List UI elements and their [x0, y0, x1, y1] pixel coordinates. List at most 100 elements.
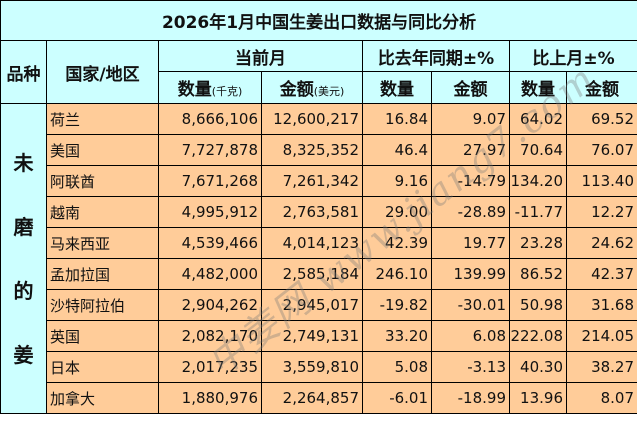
yoy-qty-cell: 5.08 — [362, 351, 432, 383]
mom-qty-cell: 134.20 — [509, 165, 567, 197]
yoy-qty-cell: 29.00 — [362, 196, 432, 228]
mom-amount-cell: 214.05 — [565, 320, 637, 352]
mom-amount-cell: 42.37 — [565, 258, 637, 290]
table-row: 加拿大 1,880,976 2,264,857 -6.01 -18.99 13.96 8.0… — [1, 382, 637, 414]
table-row: 英国 2,082,170 2,749,131 33.20 6.08 222.08 214.0… — [1, 320, 637, 352]
amount-cell: 2,945,017 — [261, 289, 363, 321]
qty-cell: 2,017,235 — [158, 351, 262, 383]
header-variety: 品种 — [0, 40, 47, 104]
yoy-amount-cell: 9.07 — [431, 103, 510, 135]
yoy-qty-cell: 246.10 — [362, 258, 432, 290]
header-qty-label: 数量 — [177, 80, 212, 100]
mom-qty-cell: 40.30 — [509, 351, 567, 383]
variety-cell: 未磨的姜 — [0, 103, 47, 414]
yoy-qty-cell: -19.82 — [362, 289, 432, 321]
header-mom-qty: 数量 — [509, 71, 567, 104]
table-row: 阿联酋 7,671,268 7,261,342 9.16 -14.79 134.20 113… — [1, 165, 637, 197]
yoy-amount-cell: -14.79 — [431, 165, 510, 197]
yoy-qty-cell: 33.20 — [362, 320, 432, 352]
table-row: 日本 2,017,235 3,559,810 5.08 -3.13 40.30 38.27 — [1, 351, 637, 383]
table-row: 沙特阿拉伯 2,904,262 2,945,017 -19.82 -30.01 50.98… — [1, 289, 637, 321]
table-row: 马来西亚 4,539,466 4,014,123 42.39 19.77 23.28 24.… — [1, 227, 637, 259]
yoy-amount-cell: 6.08 — [431, 320, 510, 352]
yoy-amount-cell: 19.77 — [431, 227, 510, 259]
mom-amount-cell: 24.62 — [565, 227, 637, 259]
amount-cell: 4,014,123 — [261, 227, 363, 259]
yoy-amount-cell: -30.01 — [431, 289, 510, 321]
header-yoy-amount: 金额 — [431, 71, 510, 104]
amount-cell: 2,264,857 — [261, 382, 363, 414]
table-row: 未磨的姜荷兰 8,666,106 12,600,217 16.84 9.07 64.02 6… — [0, 103, 637, 414]
mom-qty-cell: 70.64 — [509, 134, 567, 166]
country-cell: 沙特阿拉伯 — [46, 289, 159, 321]
country-cell: 美国 — [46, 134, 159, 166]
mom-qty-cell: 23.28 — [509, 227, 567, 259]
table-row: 孟加拉国 4,482,000 2,585,184 246.10 139.99 86.52 4… — [1, 258, 637, 290]
country-cell: 越南 — [46, 196, 159, 228]
yoy-qty-cell: 9.16 — [362, 165, 432, 197]
yoy-amount-cell: 27.97 — [431, 134, 510, 166]
yoy-qty-cell: 46.4 — [362, 134, 432, 166]
country-cell: 孟加拉国 — [46, 258, 159, 290]
yoy-amount-cell: -3.13 — [431, 351, 510, 383]
table-title: 2026年1月中国生姜出口数据与同比分析 — [0, 0, 637, 41]
qty-cell: 4,539,466 — [158, 227, 262, 259]
mom-amount-cell: 76.07 — [565, 134, 637, 166]
yoy-qty-cell: 16.84 — [362, 103, 432, 135]
header-yoy: 比去年同期±% — [362, 40, 510, 72]
yoy-amount-cell: -18.99 — [431, 382, 510, 414]
qty-cell: 8,666,106 — [158, 103, 262, 135]
qty-cell: 1,880,976 — [158, 382, 262, 414]
mom-amount-cell: 31.68 — [565, 289, 637, 321]
mom-qty-cell: 50.98 — [509, 289, 567, 321]
mom-amount-cell: 69.52 — [565, 103, 637, 135]
mom-amount-cell: 8.07 — [565, 382, 637, 414]
header-current-month: 当前月 — [158, 40, 363, 72]
country-cell: 荷兰 — [46, 103, 159, 135]
amount-cell: 12,600,217 — [261, 103, 363, 135]
country-cell: 英国 — [46, 320, 159, 352]
country-cell: 马来西亚 — [46, 227, 159, 259]
header-mom-amount: 金额 — [565, 71, 637, 104]
yoy-qty-cell: 42.39 — [362, 227, 432, 259]
qty-cell: 7,671,268 — [158, 165, 262, 197]
header-amount-label: 金额 — [279, 80, 314, 100]
variety-char: 未 — [13, 150, 34, 175]
qty-cell: 2,904,262 — [158, 289, 262, 321]
country-cell: 阿联酋 — [46, 165, 159, 197]
mom-qty-cell: 13.96 — [509, 382, 567, 414]
amount-cell: 7,261,342 — [261, 165, 363, 197]
yoy-amount-cell: 139.99 — [431, 258, 510, 290]
table-row: 越南 4,995,912 2,763,581 29.00 -28.89 -11.77 12.… — [1, 196, 637, 228]
qty-cell: 2,082,170 — [158, 320, 262, 352]
variety-char: 姜 — [13, 342, 34, 367]
mom-qty-cell: 64.02 — [509, 103, 567, 135]
header-qty-unit: (千克) — [211, 85, 243, 98]
header-current-qty: 数量(千克) — [158, 71, 262, 104]
mom-amount-cell: 38.27 — [565, 351, 637, 383]
mom-amount-cell: 113.40 — [565, 165, 637, 197]
qty-cell: 4,482,000 — [158, 258, 262, 290]
header-amount-unit: (美元) — [313, 85, 345, 98]
qty-cell: 7,727,878 — [158, 134, 262, 166]
mom-amount-cell: 12.27 — [565, 196, 637, 228]
country-cell: 日本 — [46, 351, 159, 383]
amount-cell: 8,325,352 — [261, 134, 363, 166]
variety-char: 磨 — [13, 214, 34, 239]
table-row: 美国 7,727,878 8,325,352 46.4 27.97 70.64 76.07 — [1, 134, 637, 166]
amount-cell: 3,559,810 — [261, 351, 363, 383]
ginger-export-table: 2026年1月中国生姜出口数据与同比分析 品种 国家/地区 当前月 比去年同期±… — [0, 0, 637, 414]
country-cell: 加拿大 — [46, 382, 159, 414]
mom-qty-cell: 222.08 — [509, 320, 567, 352]
amount-cell: 2,763,581 — [261, 196, 363, 228]
header-current-amount: 金额(美元) — [261, 71, 363, 104]
qty-cell: 4,995,912 — [158, 196, 262, 228]
header-yoy-qty: 数量 — [362, 71, 432, 104]
mom-qty-cell: 86.52 — [509, 258, 567, 290]
amount-cell: 2,585,184 — [261, 258, 363, 290]
yoy-qty-cell: -6.01 — [362, 382, 432, 414]
header-country: 国家/地区 — [46, 40, 159, 104]
variety-char: 的 — [13, 278, 34, 303]
header-mom: 比上月±% — [508, 40, 637, 72]
